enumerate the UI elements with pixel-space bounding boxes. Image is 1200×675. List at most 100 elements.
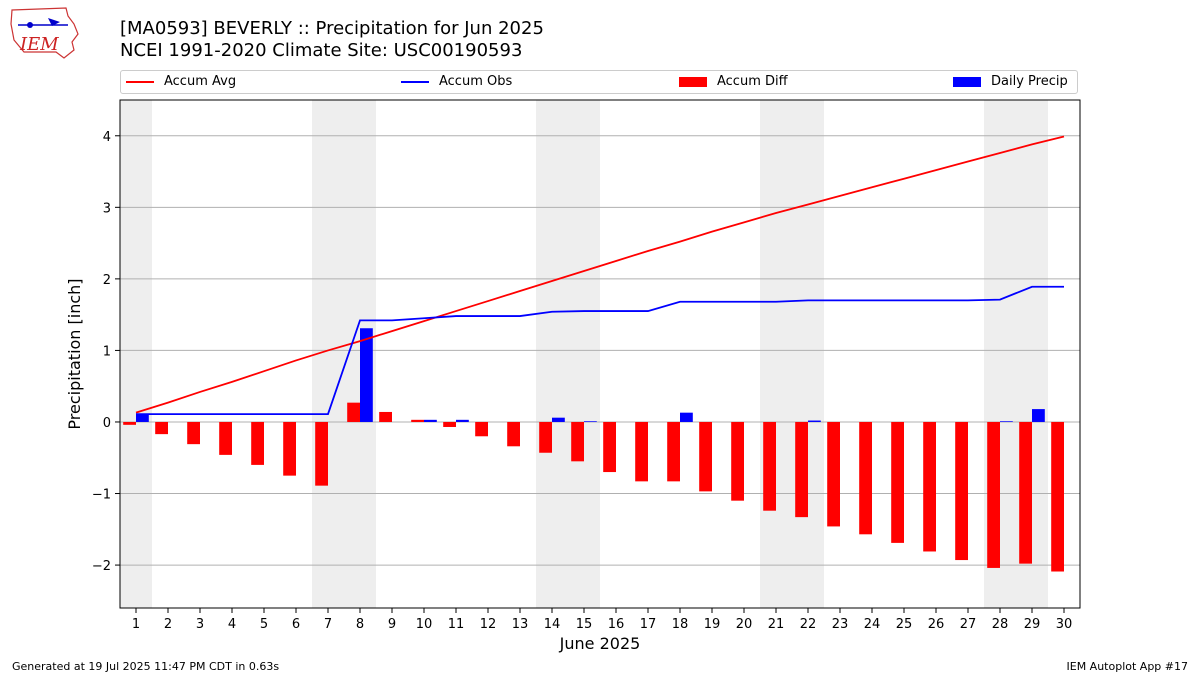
diff-bar-day-18 [667,421,680,482]
diff-bar-day-20 [731,421,744,501]
diff-bar-day-16 [603,421,616,473]
xtick-label-22: 22 [800,617,817,632]
diff-bar-day-17 [635,421,648,482]
xtick-label-26: 26 [928,617,945,632]
xtick-label-13: 13 [512,617,529,632]
xtick-label-19: 19 [704,617,721,632]
daily-bar-day-8 [360,328,373,422]
legend-label-daily-precip: Daily Precip [991,74,1068,89]
xtick-label-4: 4 [228,617,236,632]
ytick-label--1: −1 [92,488,111,503]
xtick-label-1: 1 [132,617,140,632]
legend-label-accum-diff: Accum Diff [717,74,788,89]
legend: Accum Avg Accum Obs Accum Diff Daily Pre… [120,70,1078,94]
diff-bar-day-12 [475,421,488,437]
xtick-label-20: 20 [736,617,753,632]
diff-bar-day-11 [443,421,456,427]
daily-bar-day-11 [456,419,469,422]
daily-bar-day-1 [136,414,149,422]
diff-bar-day-27 [955,421,968,561]
diff-bar-day-9 [379,411,392,422]
footer-app: IEM Autoplot App #17 [1066,660,1189,673]
xtick-label-5: 5 [260,617,268,632]
xtick-label-16: 16 [608,617,625,632]
xtick-label-18: 18 [672,617,689,632]
legend-item-daily-precip: Daily Precip [953,74,1068,89]
grid-lines [120,135,1080,566]
iem-logo-icon: IEM [10,7,79,59]
weekend-band-2 [536,100,600,608]
xtick-label-24: 24 [864,617,881,632]
iem-logo-text: IEM [19,34,59,55]
bars [123,328,1064,572]
xtick-label-30: 30 [1056,617,1073,632]
xtick-label-27: 27 [960,617,977,632]
diff-bar-day-7 [315,421,328,486]
diff-bar-day-22 [795,421,808,518]
xtick-label-23: 23 [832,617,849,632]
xtick-label-14: 14 [544,617,561,632]
weekend-shading [120,100,1048,608]
lines [135,135,1065,416]
xtick-label-15: 15 [576,617,593,632]
xtick-label-7: 7 [324,617,332,632]
diff-bar-day-4 [219,421,232,455]
diff-bar-day-30 [1051,421,1064,572]
accum-avg-line [135,135,1065,414]
diff-bar-day-23 [827,421,840,527]
xtick-label-28: 28 [992,617,1009,632]
ytick-label-3: 3 [103,201,111,216]
diff-bar-day-26 [923,421,936,552]
diff-bar-day-25 [891,421,904,543]
daily-bar-day-29 [1032,409,1045,422]
xtick-label-12: 12 [480,617,497,632]
y-axis-label: Precipitation [inch] [65,278,84,429]
diff-bar-day-6 [283,421,296,476]
legend-swatch-accum-diff [679,76,707,87]
xtick-label-10: 10 [416,617,433,632]
xtick-label-3: 3 [196,617,204,632]
daily-bar-day-15 [584,421,597,422]
ytick-label-1: 1 [103,344,111,359]
legend-swatch-daily-precip [953,76,981,87]
accum-obs-line [136,285,1064,416]
daily-bar-day-14 [552,417,565,422]
legend-label-accum-obs: Accum Obs [439,74,513,89]
legend-swatch-accum-obs [401,80,429,83]
weekend-band-3 [760,100,824,608]
ytick-label-0: 0 [103,416,111,431]
legend-swatch-accum-avg [126,80,154,83]
legend-item-accum-diff: Accum Diff [679,74,788,89]
diff-bar-day-8 [347,402,360,422]
daily-bar-day-28 [1000,421,1013,422]
diff-bar-day-3 [187,421,200,445]
xtick-label-25: 25 [896,617,913,632]
xtick-label-17: 17 [640,617,657,632]
chart-subtitle: NCEI 1991-2020 Climate Site: USC00190593 [120,40,523,61]
weekend-band-0 [120,100,152,608]
xtick-label-8: 8 [356,617,364,632]
daily-bar-day-10 [424,419,437,422]
daily-bar-day-18 [680,412,693,422]
xtick-label-9: 9 [388,617,396,632]
ytick-label--2: −2 [92,559,111,574]
xtick-label-11: 11 [448,617,465,632]
diff-bar-day-28 [987,421,1000,568]
legend-item-accum-avg: Accum Avg [126,74,236,89]
xtick-label-6: 6 [292,617,300,632]
diff-bar-day-19 [699,421,712,492]
diff-bar-day-2 [155,421,168,435]
xtick-label-29: 29 [1024,617,1041,632]
legend-item-accum-obs: Accum Obs [401,74,512,89]
x-axis-label: June 2025 [559,634,641,653]
diff-bar-day-21 [763,421,776,511]
diff-bar-day-24 [859,421,872,535]
diff-bar-day-29 [1019,421,1032,564]
ytick-label-2: 2 [103,273,111,288]
diff-bar-day-5 [251,421,264,465]
footer-generated: Generated at 19 Jul 2025 11:47 PM CDT in… [12,660,280,673]
xtick-label-21: 21 [768,617,785,632]
daily-bar-day-22 [808,420,821,422]
